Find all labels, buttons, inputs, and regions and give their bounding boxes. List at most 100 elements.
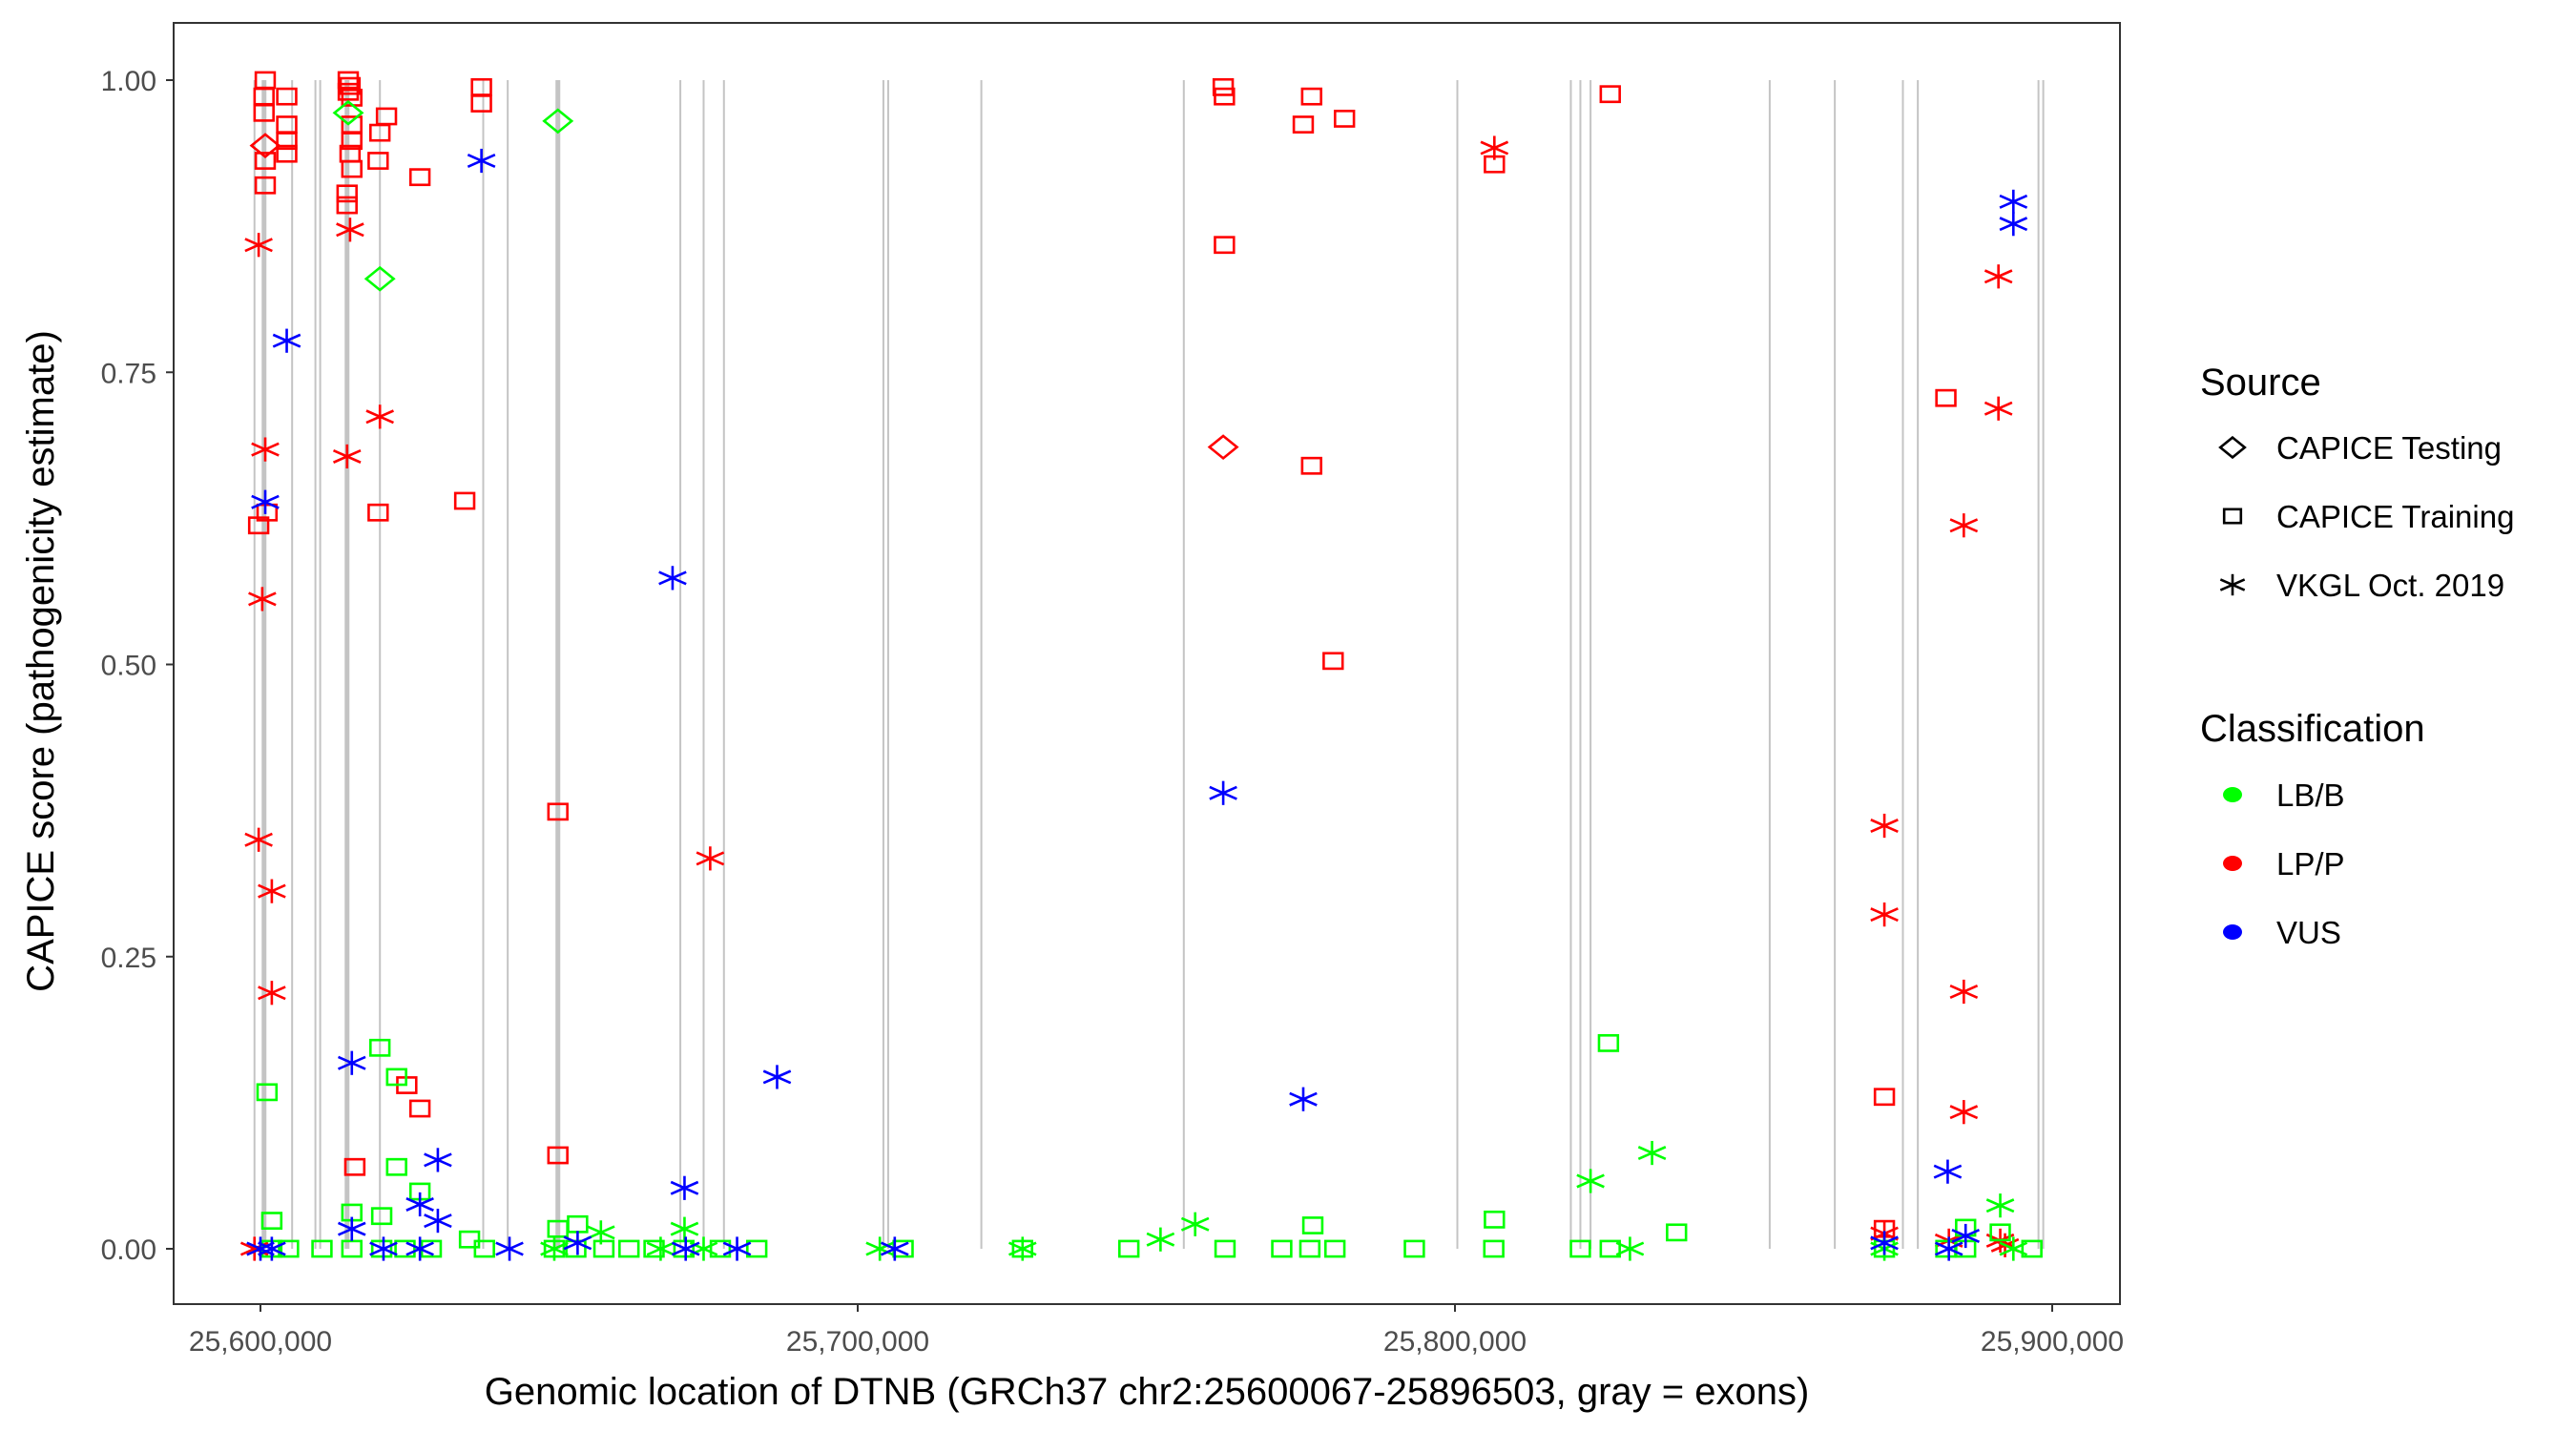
asterisk-stroke	[1615, 1241, 1645, 1256]
data-point-vkgl	[495, 1236, 524, 1261]
asterisk-stroke	[865, 1241, 894, 1256]
exon-lines	[253, 80, 2045, 1249]
data-point-vkgl	[1146, 1227, 1175, 1252]
data-point-training	[470, 94, 492, 113]
data-point-training	[341, 1239, 363, 1258]
asterisk-stroke	[670, 1221, 699, 1236]
asterisk-stroke	[251, 442, 280, 457]
asterisk-stroke	[1289, 1091, 1318, 1107]
legend-source-label: VKGL Oct. 2019	[2276, 568, 2504, 603]
asterisk-stroke	[1999, 1241, 2028, 1256]
data-point-training	[1333, 110, 1356, 128]
asterisk-stroke	[244, 238, 273, 253]
data-point-training	[458, 1230, 481, 1249]
asterisk-stroke	[1999, 194, 2028, 209]
asterisk-stroke	[1933, 1164, 1963, 1179]
asterisk-stroke	[540, 1241, 569, 1256]
panel-background	[174, 23, 2120, 1304]
data-point-vkgl	[272, 328, 301, 353]
data-point-vkgl	[336, 218, 364, 242]
data-point-vkgl	[1984, 396, 2013, 421]
data-point-vkgl	[865, 1236, 894, 1261]
data-point-vkgl	[1985, 1193, 2015, 1218]
x-tick-label: 25,600,000	[189, 1326, 332, 1358]
data-point-training	[408, 1099, 431, 1118]
data-point-training	[1322, 652, 1344, 671]
asterisk-stroke	[1146, 1232, 1175, 1247]
data-point-training	[256, 1083, 279, 1102]
x-axis: 25,600,000 25,700,000 25,800,000 25,900,000	[189, 1304, 2124, 1358]
data-point-vkgl	[1933, 1159, 1963, 1184]
legend-class-label: VUS	[2276, 915, 2341, 950]
data-point-vkgl	[540, 1236, 569, 1261]
asterisk-stroke	[1999, 217, 2028, 232]
asterisk-stroke	[405, 1241, 434, 1256]
asterisk-stroke	[1870, 1235, 1899, 1251]
data-point-vkgl	[1949, 513, 1979, 538]
y-tick-label: 0.75	[101, 358, 156, 389]
data-point-training	[1484, 1210, 1506, 1229]
data-point-vkgl	[246, 1236, 275, 1261]
data-point-training	[254, 176, 277, 195]
data-point-vkgl	[1209, 780, 1237, 805]
data-point-vkgl	[722, 1236, 752, 1261]
data-point-training	[341, 159, 363, 178]
asterisk-stroke	[563, 1235, 592, 1251]
y-tick-label: 0.25	[101, 943, 156, 974]
data-point-training	[1873, 1088, 1896, 1107]
data-point-training	[254, 152, 277, 170]
data-point-vkgl	[646, 1236, 675, 1261]
data-point-training	[253, 103, 275, 122]
data-point-training	[1300, 456, 1322, 475]
legend-source-label: CAPICE Training	[2276, 499, 2514, 534]
data-point-vkgl	[1949, 1100, 1979, 1125]
x-tick-label: 25,700,000	[786, 1326, 929, 1358]
asterisk-stroke	[587, 1225, 615, 1240]
data-point-training	[1118, 1239, 1140, 1258]
asterisk-stroke	[258, 883, 286, 899]
asterisk-stroke	[258, 1241, 286, 1256]
data-point-vkgl	[467, 148, 496, 174]
asterisk-stroke	[1934, 1241, 1963, 1256]
data-point-vkgl	[881, 1236, 909, 1261]
data-point-vkgl	[251, 437, 280, 462]
data-points	[239, 71, 2043, 1261]
asterisk-stroke	[671, 1241, 700, 1256]
data-point-training	[1214, 1239, 1236, 1258]
data-point-training	[276, 144, 298, 163]
data-point-vkgl	[1999, 189, 2028, 214]
data-point-training	[746, 1239, 768, 1258]
data-point-training	[673, 1239, 696, 1258]
legend-square-icon	[2222, 508, 2243, 525]
asterisk-stroke	[1984, 401, 2013, 416]
data-point-vkgl	[251, 489, 280, 514]
asterisk-stroke	[424, 1213, 452, 1229]
data-point-vkgl	[1934, 1236, 1963, 1261]
data-point-vkgl	[1999, 1236, 2028, 1261]
asterisk-stroke	[646, 1241, 675, 1256]
data-point-training	[547, 802, 569, 821]
data-point-training	[1323, 1239, 1346, 1258]
data-point-vkgl	[1615, 1236, 1645, 1261]
asterisk-stroke	[336, 222, 364, 238]
data-point-vkgl	[405, 1192, 434, 1217]
asterisk-stroke	[1870, 819, 1899, 834]
data-point-training	[337, 82, 360, 101]
data-point-training	[1599, 1239, 1621, 1258]
asterisk-stroke	[1480, 140, 1509, 156]
data-point-vkgl	[258, 981, 286, 1006]
data-point-training	[385, 1157, 407, 1176]
legend-source-title: Source	[2200, 362, 2321, 404]
asterisk-stroke	[658, 570, 687, 586]
data-point-training	[260, 1212, 283, 1231]
data-point-vkgl	[671, 1236, 700, 1261]
asterisk-stroke	[1008, 1241, 1037, 1256]
asterisk-stroke	[1180, 1216, 1210, 1232]
data-point-training	[473, 1239, 495, 1258]
data-point-vkgl	[696, 846, 725, 871]
data-point-training	[1212, 77, 1235, 96]
asterisk-stroke	[1985, 1198, 2015, 1213]
data-point-training	[408, 168, 431, 187]
data-point-vkgl	[1289, 1087, 1318, 1111]
data-point-training	[341, 132, 363, 151]
